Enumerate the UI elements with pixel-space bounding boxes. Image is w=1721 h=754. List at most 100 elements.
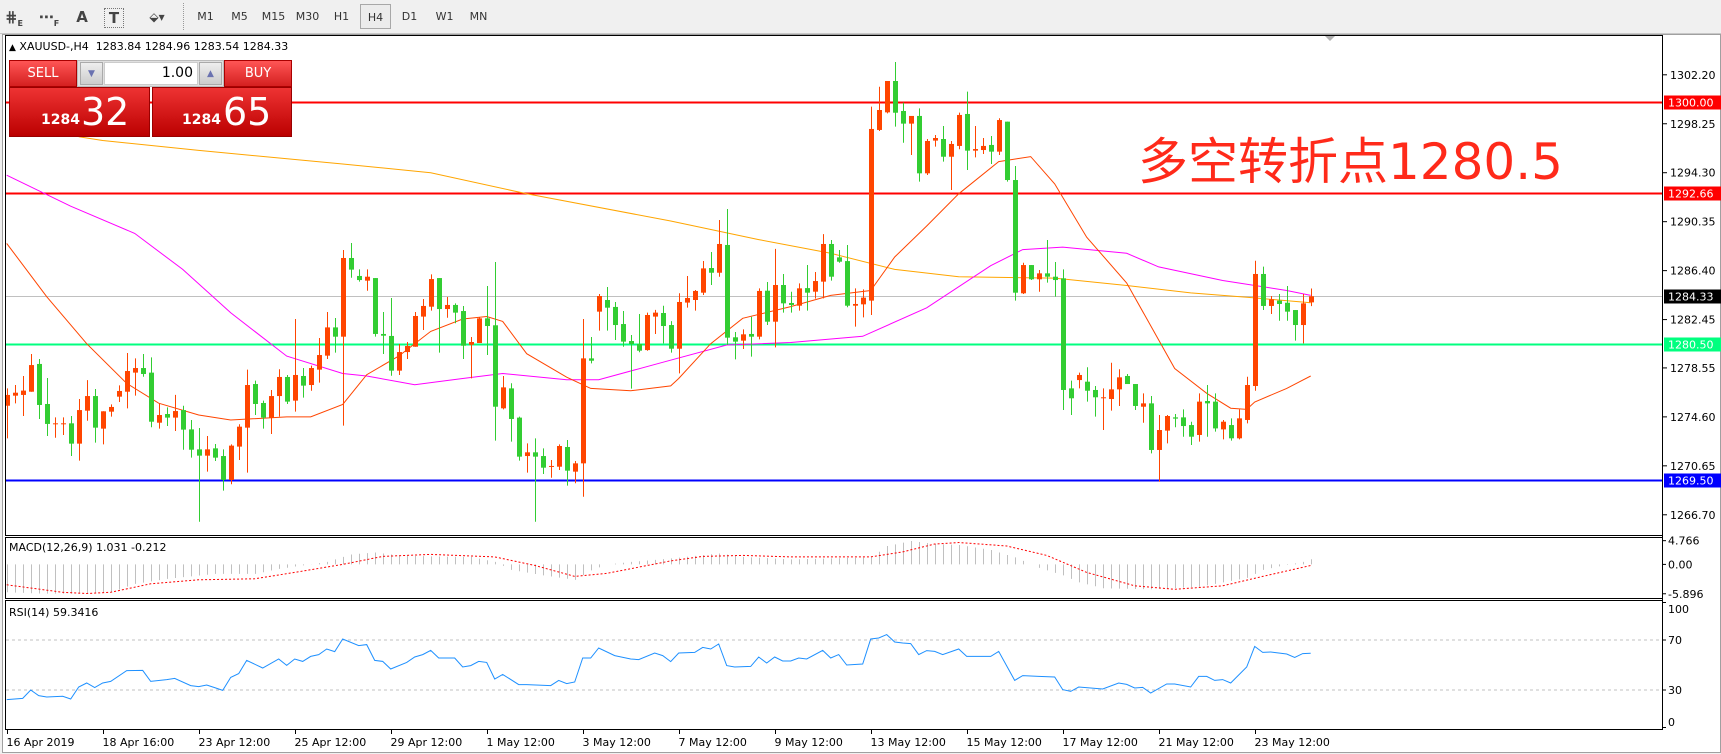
candle xyxy=(181,405,186,450)
candle-body xyxy=(317,355,322,370)
candle-body xyxy=(1237,418,1242,439)
lot-increase-button[interactable]: ▲ xyxy=(199,62,222,85)
candle xyxy=(1285,285,1290,321)
rsi-tick-label: 0 xyxy=(1668,716,1675,729)
timeframe-w1-button[interactable]: W1 xyxy=(435,10,454,23)
candle xyxy=(261,400,266,429)
candle-body xyxy=(925,140,930,174)
candle xyxy=(981,138,986,154)
indicators-icon[interactable]: ⋕E xyxy=(4,8,24,28)
candle xyxy=(341,250,346,426)
candle-body xyxy=(533,452,538,457)
candle xyxy=(973,125,978,158)
candle-body xyxy=(245,385,250,428)
candle xyxy=(925,139,930,175)
candle-body xyxy=(1005,121,1010,181)
candle xyxy=(493,261,498,441)
candle xyxy=(1029,265,1034,281)
price-tick-label: 1294.30 xyxy=(1670,167,1716,180)
candle-body xyxy=(341,257,346,337)
date-tick-label: 23 Apr 12:00 xyxy=(199,736,271,749)
timeframe-mn-button[interactable]: MN xyxy=(469,10,488,23)
buy-button[interactable]: BUY xyxy=(224,60,292,87)
candle xyxy=(853,288,858,327)
buy-price-small: 65 xyxy=(223,90,272,134)
text-icon[interactable]: A xyxy=(76,8,88,26)
shapes-icon[interactable]: ⬙▾ xyxy=(149,10,165,24)
candle-body xyxy=(1037,273,1042,280)
timeframe-m5-button[interactable]: M5 xyxy=(231,10,248,23)
toolbar-separator xyxy=(183,3,186,30)
timeframe-m30-button[interactable]: M30 xyxy=(295,10,320,23)
timeframe-h4-button[interactable]: H4 xyxy=(360,4,391,29)
candle xyxy=(605,286,610,331)
candle xyxy=(829,240,834,281)
candle-body xyxy=(77,410,82,444)
level-tag-label: 1284.33 xyxy=(1668,291,1714,304)
candle xyxy=(1213,393,1218,432)
candle-body xyxy=(61,423,66,425)
candle xyxy=(637,314,642,353)
candle xyxy=(453,303,458,324)
candle xyxy=(37,358,42,419)
price-tick-label: 1282.45 xyxy=(1670,314,1716,327)
rsi-line xyxy=(6,634,1311,701)
candle-body xyxy=(1253,273,1258,387)
chart-header: ▲ XAUUSD-,H4 1283.84 1284.96 1283.54 128… xyxy=(9,40,288,53)
timeframe-m1-button[interactable]: M1 xyxy=(197,10,214,23)
timeframe-m15-button[interactable]: M15 xyxy=(261,10,286,23)
candle xyxy=(333,317,338,353)
candle-body xyxy=(1069,388,1074,399)
collapse-arrow-icon[interactable]: ▲ xyxy=(9,43,16,53)
candle-body xyxy=(365,276,370,281)
main-pane xyxy=(5,35,1663,536)
macd-tick-label: -5.896 xyxy=(1668,588,1703,601)
candle-body xyxy=(949,143,954,157)
candle xyxy=(669,321,674,353)
candle-body xyxy=(125,371,130,392)
candle xyxy=(157,403,162,429)
candle xyxy=(1053,261,1058,297)
candle xyxy=(525,443,530,473)
candle xyxy=(685,275,690,308)
candle-body xyxy=(909,115,914,124)
candle-body xyxy=(1045,273,1050,277)
lot-size-input[interactable]: 1.00 xyxy=(104,62,198,85)
candle xyxy=(77,399,82,461)
candle-body xyxy=(637,343,642,351)
candle xyxy=(421,299,426,330)
candle xyxy=(29,354,34,392)
candle xyxy=(661,305,666,344)
candle-body xyxy=(1101,397,1106,399)
candle-body xyxy=(349,257,354,270)
candle-body xyxy=(293,374,298,401)
candle xyxy=(1021,262,1026,295)
sell-price-button[interactable]: 1284 32 xyxy=(9,87,150,137)
chart-annotation-text[interactable]: 多空转折点1280.5 xyxy=(1138,133,1563,191)
text-label-icon[interactable]: T xyxy=(104,8,124,28)
candle-body xyxy=(629,341,634,344)
candle xyxy=(317,338,322,383)
sell-button[interactable]: SELL xyxy=(9,60,77,87)
candle-body xyxy=(1085,381,1090,391)
candle xyxy=(61,417,66,435)
candle-body xyxy=(693,290,698,300)
candle-body xyxy=(389,335,394,371)
low-value: 1283.54 xyxy=(193,40,240,53)
candle xyxy=(1197,393,1202,442)
buy-price-button[interactable]: 1284 65 xyxy=(152,87,292,137)
timeframe-h1-button[interactable]: H1 xyxy=(333,10,350,23)
lot-decrease-button[interactable]: ▼ xyxy=(80,62,103,85)
candle xyxy=(1149,396,1154,454)
candle-body xyxy=(1093,389,1098,398)
timeframe-d1-button[interactable]: D1 xyxy=(401,10,418,23)
grid-icon[interactable]: ⋯F xyxy=(38,8,60,28)
price-tick-label: 1298.25 xyxy=(1670,118,1716,131)
candle xyxy=(733,331,738,360)
candle-body xyxy=(141,368,146,374)
candle-body xyxy=(277,376,282,397)
candle-body xyxy=(237,426,242,447)
candle-body xyxy=(1197,401,1202,435)
candle xyxy=(445,297,450,318)
